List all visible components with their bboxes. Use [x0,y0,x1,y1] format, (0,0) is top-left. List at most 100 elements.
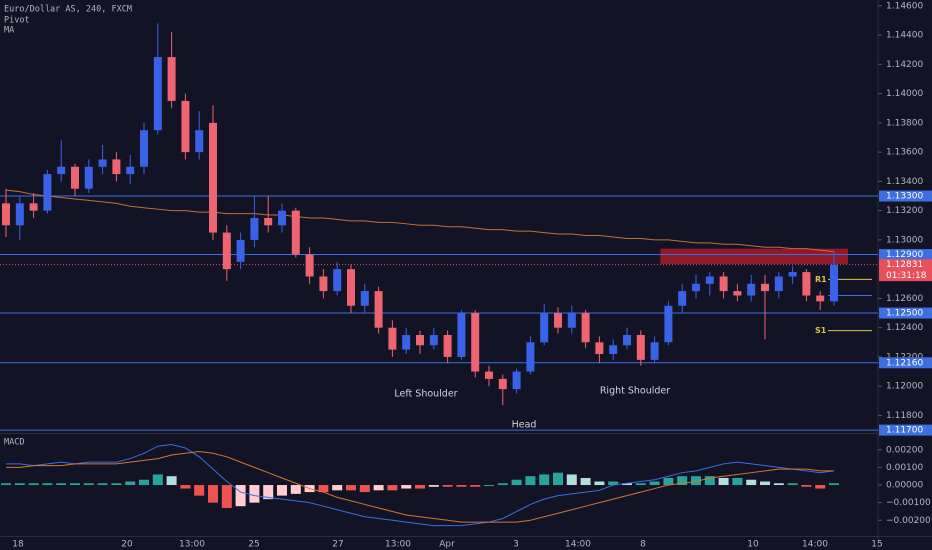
candle-body [195,130,204,153]
candle-body [429,334,438,346]
candle-body [595,342,604,355]
indicator-label: Pivot [4,16,30,26]
macd-title: MACD [4,438,24,448]
pattern-annotation: Head [512,420,537,431]
candle-body [747,283,756,296]
macd-histogram-bar [263,485,274,500]
macd-histogram-bar [152,474,163,486]
y-tick-label: 1.14200 [886,60,923,70]
macd-histogram-bar [553,472,563,486]
candle-body [540,313,549,343]
macd-histogram-bar [470,485,481,487]
macd-histogram-bar [28,483,39,486]
macd-histogram-bar [332,485,343,491]
candle-body [443,334,452,357]
candle-body [57,166,66,175]
level-label: 1.12500 [886,309,923,319]
y-tick-label: 1.13800 [886,118,923,128]
candle-body [388,327,397,350]
macd-histogram-bar [1,483,11,486]
macd-histogram-bar [456,485,467,487]
countdown-label: 01:31:18 [886,271,927,281]
y-tick-label: 1.13200 [886,206,923,216]
x-tick-label: 18 [12,540,24,550]
pattern-annotation: Left Shoulder [394,389,457,400]
macd-histogram-bar [221,485,232,508]
macd-histogram-bar [704,476,715,486]
y-tick-label: 1.13400 [886,177,923,187]
macd-histogram-bar [594,481,605,486]
x-tick-label: 15 [871,540,882,550]
macd-histogram-bar [373,485,384,491]
macd-tick-label: 0.00200 [886,445,923,455]
candle-body [457,313,466,357]
level-label: 1.12160 [886,358,923,368]
y-tick-label: 1.13000 [886,235,923,245]
macd-histogram-bar [401,485,412,489]
macd-signal-line [6,451,834,523]
candle-body [416,334,424,346]
candle-body [788,272,797,277]
candle-body [733,291,742,296]
x-tick-label: 14:00 [565,540,591,550]
y-tick-label: 1.12400 [886,323,923,333]
candle-body [319,276,328,292]
candle-body [485,371,493,379]
candle-body [29,203,38,211]
macd-histogram-bar [718,477,729,486]
macd-histogram-bar [746,479,757,486]
level-label: 1.12900 [886,250,923,260]
candle-body [264,217,273,226]
macd-histogram-bar [139,479,149,486]
candle-body [333,269,342,292]
macd-histogram-bar [566,474,577,486]
macd-histogram-bar [249,485,260,503]
x-tick-label: 27 [332,540,343,550]
macd-histogram-bar [14,483,25,486]
y-tick-label: 1.13600 [886,148,923,158]
macd-histogram-bar [484,485,494,487]
candle-body [623,334,631,346]
macd-histogram-bar [829,483,839,486]
level-label-box [879,307,932,319]
macd-histogram-bar [773,483,784,486]
chart-title: Euro/Dollar AS, 240, FXCM [4,5,132,15]
macd-histogram-bar [649,481,660,486]
candle-body [512,371,521,390]
candle-body [71,166,79,189]
macd-histogram-bar [42,483,53,486]
y-tick-label: 1.11800 [886,411,923,421]
level-label-box [879,357,932,369]
macd-histogram-bar [415,485,425,489]
level-label: 1.11700 [886,426,923,436]
candle-body [802,272,811,296]
resistance-zone [660,248,848,265]
candle-body [305,254,314,277]
candle-body [278,210,286,226]
candle-body [84,166,93,189]
x-tick-label: 20 [121,540,133,550]
candle-body [181,100,190,153]
macd-histogram-bar [497,483,508,486]
macd-histogram-bar [318,485,329,493]
macd-histogram-bar [442,485,453,487]
candle-body [581,313,590,343]
macd-histogram-bar [801,485,812,487]
candle-body [816,295,825,302]
candle-body [664,305,673,343]
candle-body [830,264,838,302]
y-tick-label: 1.14600 [886,1,923,11]
macd-histogram-bar [677,476,688,486]
macd-histogram-bar [580,477,591,486]
candle-body [692,283,700,292]
candle-body [609,345,618,355]
level-label: 1.13300 [886,192,923,202]
macd-histogram-bar [539,474,550,486]
level-label-box [879,190,932,202]
macd-histogram-bar [815,485,826,489]
macd-histogram-bar [511,479,522,486]
candle-body [236,239,245,262]
candle-body [2,203,10,226]
candle-body [567,313,576,328]
